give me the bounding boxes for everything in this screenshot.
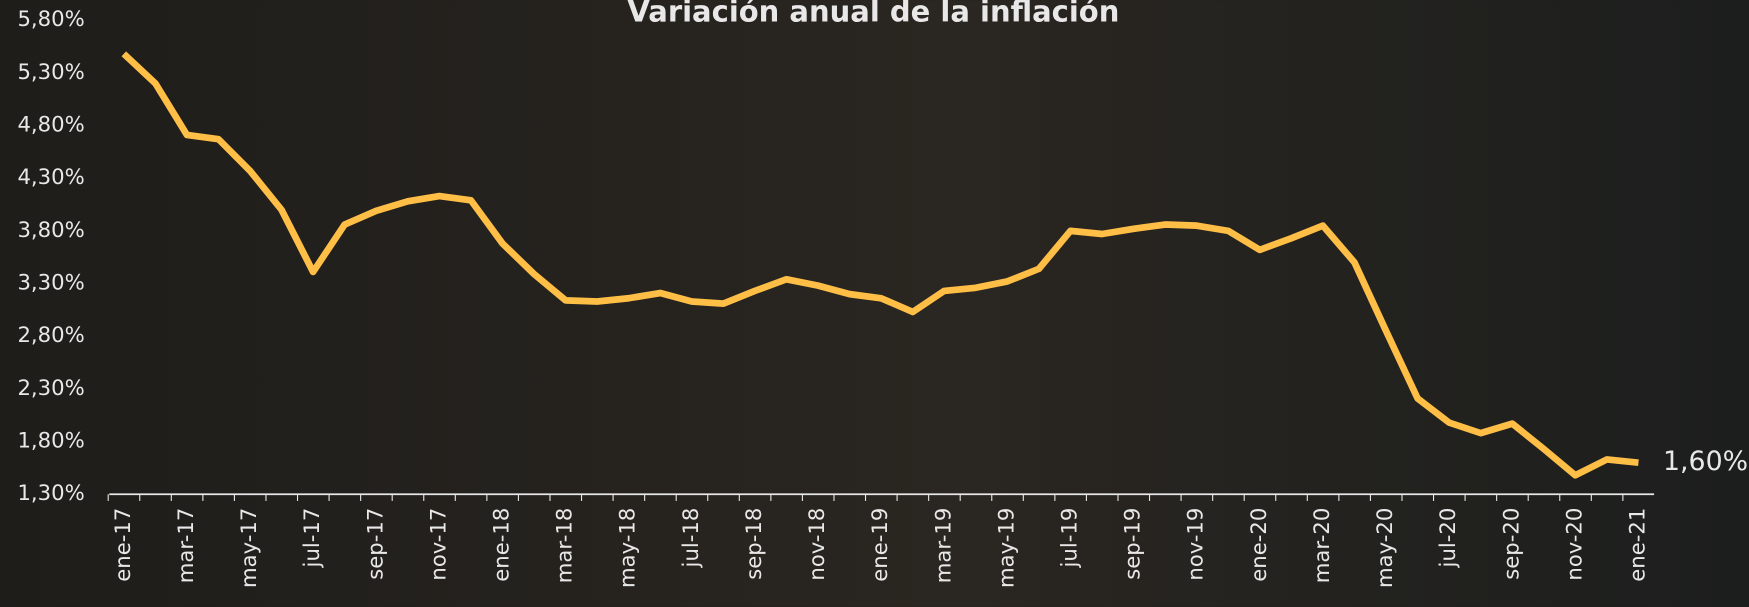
x-tick-label: jul-18 [678, 508, 703, 569]
x-tick-label: ene-18 [488, 508, 513, 582]
x-tick-label: jul-20 [1435, 508, 1460, 569]
x-tick-label: jul-17 [299, 508, 324, 569]
y-tick-label: 3,30% [17, 270, 84, 295]
x-tick-label: sep-18 [741, 508, 766, 580]
y-tick-label: 5,30% [17, 59, 84, 84]
y-tick-label: 3,80% [17, 217, 84, 242]
x-tick-label: sep-19 [1120, 508, 1145, 580]
x-tick-label: may-19 [993, 508, 1018, 588]
y-tick-label: 4,80% [17, 112, 84, 137]
x-tick-label: nov-18 [804, 508, 829, 581]
x-tick-label: nov-17 [425, 508, 450, 581]
x-tick-label: sep-20 [1498, 508, 1523, 580]
line [121, 51, 1639, 479]
y-tick-label: 2,30% [17, 375, 84, 400]
y-tick-label: 1,80% [17, 428, 84, 453]
data-label: 1,60% [1663, 446, 1748, 477]
y-tick-label: 4,30% [17, 164, 84, 189]
y-tick-label: 2,80% [17, 322, 84, 347]
x-tick-label: sep-17 [362, 508, 387, 580]
x-tick-label: may-17 [236, 508, 261, 588]
x-tick-label: mar-18 [552, 508, 577, 584]
chart-title: Variación anual de la inflación [627, 0, 1119, 28]
x-tick-label: ene-20 [1246, 508, 1271, 582]
y-tick-label: 5,80% [17, 6, 84, 31]
x-tick-label: ene-21 [1624, 508, 1649, 582]
x-tick-label: nov-20 [1561, 508, 1586, 581]
x-tick-label: mar-19 [930, 508, 955, 584]
x-tick-label: mar-17 [173, 508, 198, 584]
x-tick-label: nov-19 [1183, 508, 1208, 581]
y-tick-label: 1,30% [17, 480, 84, 505]
x-tick-label: mar-20 [1309, 508, 1334, 584]
x-tick-label: ene-19 [867, 508, 892, 582]
x-tick-label: may-20 [1372, 508, 1397, 588]
x-tick-label: ene-17 [110, 508, 135, 582]
x-tick-label: jul-19 [1056, 508, 1081, 569]
x-tick-label: may-18 [615, 508, 640, 588]
